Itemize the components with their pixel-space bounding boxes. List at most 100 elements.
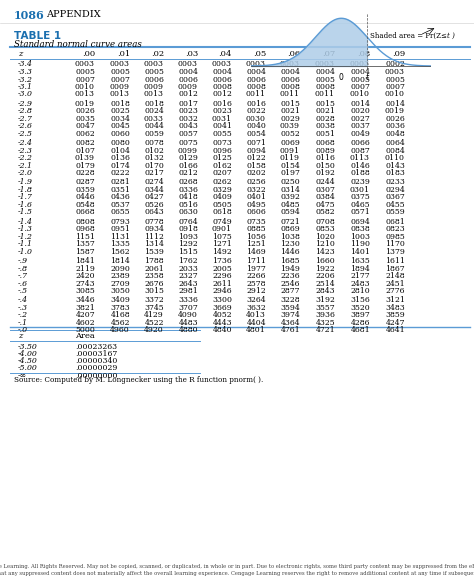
Text: -.2: -.2 — [18, 311, 28, 320]
Text: 0014: 0014 — [350, 100, 370, 108]
Text: 3594: 3594 — [280, 304, 300, 312]
Text: .07: .07 — [322, 50, 335, 58]
Text: 0197: 0197 — [280, 169, 300, 177]
Text: 0139: 0139 — [75, 154, 95, 162]
Text: 3050: 3050 — [110, 287, 130, 295]
Text: 0017: 0017 — [178, 100, 198, 108]
Text: 0066: 0066 — [350, 139, 370, 147]
Text: 0217: 0217 — [144, 169, 164, 177]
Text: 3121: 3121 — [385, 296, 405, 304]
Text: 0764: 0764 — [178, 218, 198, 226]
Text: -3.1: -3.1 — [18, 83, 33, 91]
Text: 0006: 0006 — [178, 75, 198, 84]
Text: 1867: 1867 — [385, 264, 405, 273]
Text: 4286: 4286 — [350, 319, 370, 327]
Text: .06: .06 — [287, 50, 300, 58]
Text: 3859: 3859 — [385, 311, 405, 320]
Text: 0007: 0007 — [75, 75, 95, 84]
Text: 0322: 0322 — [246, 186, 266, 194]
Text: .00000340: .00000340 — [75, 357, 118, 365]
Text: 1587: 1587 — [75, 248, 95, 256]
Text: 3632: 3632 — [246, 304, 266, 312]
Text: 0019: 0019 — [75, 100, 95, 108]
Text: 0023: 0023 — [178, 107, 198, 115]
Text: 1003: 1003 — [350, 233, 370, 241]
Text: 0007: 0007 — [385, 83, 405, 91]
Text: 0007: 0007 — [110, 75, 130, 84]
Text: 0041: 0041 — [212, 122, 232, 130]
Text: 0023: 0023 — [212, 107, 232, 115]
Text: 0034: 0034 — [110, 115, 130, 123]
Text: 2611: 2611 — [212, 280, 232, 288]
Text: -.3: -.3 — [18, 304, 28, 312]
Text: 0003: 0003 — [280, 60, 300, 68]
Text: 1401: 1401 — [350, 248, 370, 256]
Text: 0015: 0015 — [315, 100, 335, 108]
Text: 3669: 3669 — [212, 304, 232, 312]
Text: -2.9: -2.9 — [18, 100, 33, 108]
Text: 0749: 0749 — [212, 218, 232, 226]
Text: 4404: 4404 — [246, 319, 266, 327]
Text: 0026: 0026 — [75, 107, 95, 115]
Text: -2.4: -2.4 — [18, 139, 33, 147]
Text: 0150: 0150 — [315, 162, 335, 169]
Text: 1151: 1151 — [75, 233, 95, 241]
Text: 3783: 3783 — [110, 304, 130, 312]
Text: 0838: 0838 — [350, 225, 370, 233]
Text: 0004: 0004 — [280, 68, 300, 76]
Text: 0934: 0934 — [144, 225, 164, 233]
Text: 0013: 0013 — [75, 90, 95, 99]
Text: 0129: 0129 — [178, 154, 198, 162]
Text: 0375: 0375 — [350, 193, 370, 201]
Text: -2.6: -2.6 — [18, 122, 33, 130]
Text: 2389: 2389 — [110, 272, 130, 280]
Text: 2877: 2877 — [281, 287, 300, 295]
Text: 0082: 0082 — [75, 139, 95, 147]
Text: -1.3: -1.3 — [18, 225, 33, 233]
Text: 0307: 0307 — [315, 186, 335, 194]
Text: 4641: 4641 — [385, 327, 405, 334]
Text: 0778: 0778 — [145, 218, 164, 226]
Text: 3336: 3336 — [178, 296, 198, 304]
Text: TABLE 1: TABLE 1 — [14, 31, 61, 41]
Text: -4.50: -4.50 — [18, 357, 38, 365]
Text: 0655: 0655 — [110, 208, 130, 216]
Text: 0401: 0401 — [246, 193, 266, 201]
Text: 4522: 4522 — [145, 319, 164, 327]
Text: 0011: 0011 — [246, 90, 266, 99]
Text: 4247: 4247 — [385, 319, 405, 327]
Text: 2946: 2946 — [212, 287, 232, 295]
Text: -1.6: -1.6 — [18, 201, 33, 209]
Text: 2709: 2709 — [110, 280, 130, 288]
Text: 0694: 0694 — [350, 218, 370, 226]
Text: .00003167: .00003167 — [75, 350, 117, 358]
Text: 0028: 0028 — [315, 115, 335, 123]
Text: 0125: 0125 — [212, 154, 232, 162]
Text: 0174: 0174 — [110, 162, 130, 169]
Text: -2.3: -2.3 — [18, 147, 33, 155]
Text: 3821: 3821 — [75, 304, 95, 312]
Text: 0059: 0059 — [144, 130, 164, 138]
Text: 0262: 0262 — [212, 179, 232, 186]
Text: 0136: 0136 — [110, 154, 130, 162]
Text: 0010: 0010 — [385, 90, 405, 99]
Text: 0055: 0055 — [212, 130, 232, 138]
Text: 0071: 0071 — [246, 139, 266, 147]
Text: 0003: 0003 — [350, 60, 370, 68]
Text: 0708: 0708 — [315, 218, 335, 226]
Text: 3228: 3228 — [281, 296, 300, 304]
Text: 4761: 4761 — [281, 327, 300, 334]
Text: 0010: 0010 — [75, 83, 95, 91]
Text: 2005: 2005 — [212, 264, 232, 273]
Text: 1170: 1170 — [385, 240, 405, 248]
Text: 2420: 2420 — [75, 272, 95, 280]
Text: -1.8: -1.8 — [18, 186, 33, 194]
Text: 0281: 0281 — [110, 179, 130, 186]
Text: 0003: 0003 — [75, 60, 95, 68]
Text: 0004: 0004 — [246, 68, 266, 76]
Text: 4207: 4207 — [75, 311, 95, 320]
Text: 0027: 0027 — [350, 115, 370, 123]
Text: 0006: 0006 — [144, 75, 164, 84]
Text: 1314: 1314 — [144, 240, 164, 248]
Text: -2.7: -2.7 — [18, 115, 33, 123]
